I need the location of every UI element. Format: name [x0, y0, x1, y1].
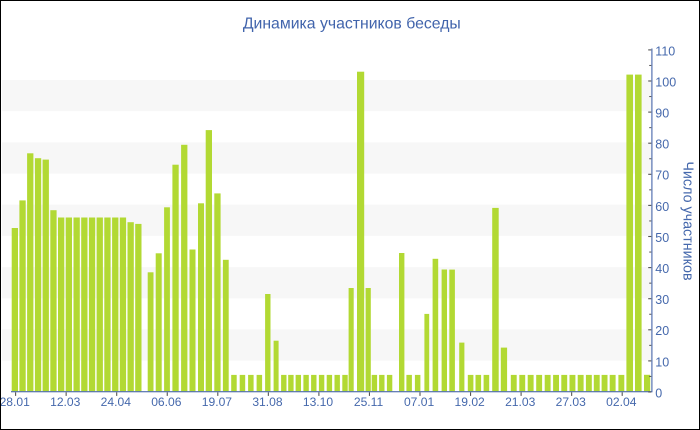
- svg-text:28.01: 28.01: [1, 395, 30, 409]
- svg-text:30: 30: [655, 293, 669, 307]
- svg-text:100: 100: [655, 75, 676, 89]
- svg-text:02.04: 02.04: [606, 395, 637, 409]
- svg-text:24.04: 24.04: [101, 395, 132, 409]
- svg-text:21.03: 21.03: [505, 395, 536, 409]
- svg-text:27.03: 27.03: [556, 395, 587, 409]
- svg-text:60: 60: [655, 200, 669, 214]
- svg-text:06.06: 06.06: [151, 395, 182, 409]
- svg-text:20: 20: [655, 324, 669, 338]
- svg-text:Число участников: Число участников: [679, 161, 695, 280]
- svg-text:70: 70: [655, 169, 669, 183]
- svg-text:Динамика участников беседы: Динамика участников беседы: [243, 16, 461, 33]
- svg-text:90: 90: [655, 107, 669, 121]
- svg-text:07.01: 07.01: [404, 395, 435, 409]
- svg-text:10: 10: [655, 355, 669, 369]
- svg-text:31.08: 31.08: [252, 395, 283, 409]
- svg-text:0: 0: [655, 386, 662, 400]
- svg-text:19.07: 19.07: [202, 395, 233, 409]
- svg-text:80: 80: [655, 138, 669, 152]
- svg-text:110: 110: [655, 44, 675, 58]
- svg-text:12.03: 12.03: [50, 395, 81, 409]
- svg-text:50: 50: [655, 231, 669, 245]
- svg-text:25.11: 25.11: [354, 395, 384, 409]
- svg-text:40: 40: [655, 262, 669, 276]
- svg-text:13.10: 13.10: [303, 395, 334, 409]
- svg-text:19.02: 19.02: [455, 395, 486, 409]
